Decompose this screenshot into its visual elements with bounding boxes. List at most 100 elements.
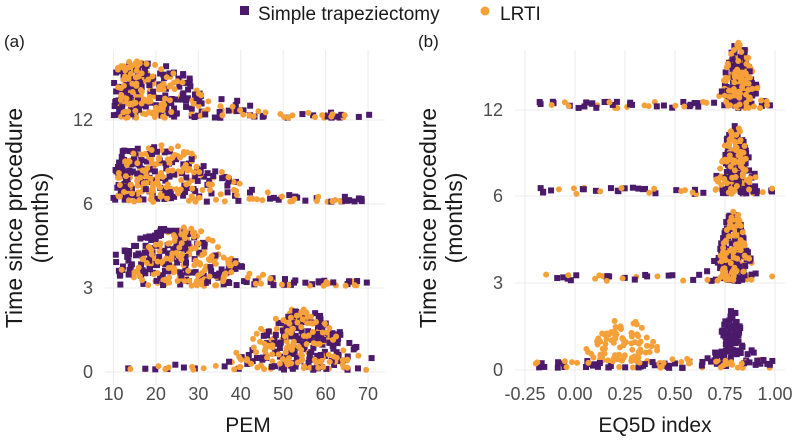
point-simple-trapeziectomy bbox=[324, 113, 331, 120]
point-simple-trapeziectomy bbox=[260, 332, 267, 339]
point-simple-trapeziectomy bbox=[713, 172, 720, 179]
point-simple-trapeziectomy bbox=[177, 281, 184, 288]
point-lrti bbox=[684, 355, 691, 362]
point-lrti bbox=[118, 91, 125, 98]
point-lrti bbox=[287, 314, 294, 321]
point-simple-trapeziectomy bbox=[727, 354, 734, 361]
point-lrti bbox=[733, 147, 740, 154]
point-lrti bbox=[143, 259, 150, 266]
point-lrti bbox=[608, 329, 615, 336]
point-simple-trapeziectomy bbox=[708, 277, 715, 284]
point-lrti bbox=[162, 366, 169, 373]
point-lrti bbox=[139, 256, 146, 263]
point-lrti bbox=[305, 332, 312, 339]
point-lrti bbox=[133, 58, 140, 65]
point-lrti bbox=[636, 347, 643, 354]
point-lrti bbox=[185, 197, 192, 204]
point-lrti bbox=[726, 93, 733, 100]
y-axis-title-b-unit: (months) bbox=[441, 173, 467, 264]
point-simple-trapeziectomy bbox=[311, 365, 318, 372]
point-simple-trapeziectomy bbox=[752, 183, 759, 190]
point-simple-trapeziectomy bbox=[306, 351, 313, 358]
point-simple-trapeziectomy bbox=[725, 146, 732, 153]
point-lrti bbox=[259, 197, 266, 204]
point-simple-trapeziectomy bbox=[167, 227, 174, 234]
point-lrti bbox=[722, 74, 729, 81]
point-simple-trapeziectomy bbox=[345, 278, 352, 285]
point-lrti bbox=[180, 148, 187, 155]
point-lrti bbox=[166, 279, 173, 286]
point-simple-trapeziectomy bbox=[170, 246, 177, 253]
point-lrti bbox=[310, 340, 317, 347]
point-lrti bbox=[628, 329, 635, 336]
point-lrti bbox=[585, 349, 592, 356]
point-simple-trapeziectomy bbox=[641, 361, 648, 368]
point-simple-trapeziectomy bbox=[140, 196, 147, 203]
point-simple-trapeziectomy bbox=[272, 331, 279, 338]
point-simple-trapeziectomy bbox=[753, 188, 760, 195]
point-lrti bbox=[158, 142, 165, 149]
point-simple-trapeziectomy bbox=[733, 261, 740, 268]
point-simple-trapeziectomy bbox=[218, 266, 225, 273]
y-tick-label: 3 bbox=[493, 273, 503, 293]
point-lrti bbox=[324, 329, 331, 336]
point-lrti bbox=[212, 196, 219, 203]
point-lrti bbox=[293, 312, 300, 319]
point-lrti bbox=[136, 273, 143, 280]
point-lrti bbox=[140, 97, 147, 104]
point-simple-trapeziectomy bbox=[113, 259, 120, 266]
point-lrti bbox=[207, 186, 214, 193]
point-lrti bbox=[342, 282, 349, 289]
x-tick-label: 30 bbox=[188, 384, 208, 404]
point-lrti bbox=[604, 357, 611, 364]
point-lrti bbox=[300, 332, 307, 339]
point-simple-trapeziectomy bbox=[766, 361, 773, 368]
point-simple-trapeziectomy bbox=[601, 98, 608, 105]
legend-marker-lrti bbox=[480, 6, 490, 16]
point-lrti bbox=[678, 188, 685, 195]
point-simple-trapeziectomy bbox=[738, 250, 745, 257]
point-simple-trapeziectomy bbox=[111, 80, 118, 87]
point-lrti bbox=[738, 48, 745, 55]
point-lrti bbox=[734, 66, 741, 73]
point-simple-trapeziectomy bbox=[210, 173, 217, 180]
point-simple-trapeziectomy bbox=[204, 170, 211, 177]
point-lrti bbox=[716, 175, 723, 182]
point-lrti bbox=[731, 79, 738, 86]
point-lrti bbox=[122, 73, 129, 80]
point-simple-trapeziectomy bbox=[138, 261, 145, 268]
point-simple-trapeziectomy bbox=[735, 277, 742, 284]
point-simple-trapeziectomy bbox=[567, 277, 574, 284]
point-lrti bbox=[619, 275, 626, 282]
point-simple-trapeziectomy bbox=[119, 104, 126, 111]
point-simple-trapeziectomy bbox=[202, 111, 209, 118]
point-lrti bbox=[117, 97, 124, 104]
point-simple-trapeziectomy bbox=[213, 271, 220, 278]
point-lrti bbox=[727, 163, 734, 170]
point-simple-trapeziectomy bbox=[704, 355, 711, 362]
point-simple-trapeziectomy bbox=[315, 313, 322, 320]
point-simple-trapeziectomy bbox=[726, 98, 733, 105]
point-lrti bbox=[565, 272, 572, 279]
point-lrti bbox=[303, 341, 310, 348]
point-lrti bbox=[122, 173, 129, 180]
point-lrti bbox=[273, 325, 280, 332]
point-simple-trapeziectomy bbox=[125, 271, 132, 278]
point-simple-trapeziectomy bbox=[136, 170, 143, 177]
point-lrti bbox=[136, 197, 143, 204]
point-simple-trapeziectomy bbox=[725, 329, 732, 336]
point-simple-trapeziectomy bbox=[307, 336, 314, 343]
point-simple-trapeziectomy bbox=[719, 327, 726, 334]
point-lrti bbox=[160, 113, 167, 120]
point-simple-trapeziectomy bbox=[330, 279, 337, 286]
point-lrti bbox=[739, 173, 746, 180]
point-simple-trapeziectomy bbox=[180, 90, 187, 97]
point-simple-trapeziectomy bbox=[152, 236, 159, 243]
point-simple-trapeziectomy bbox=[243, 279, 250, 286]
point-lrti bbox=[174, 143, 181, 150]
point-simple-trapeziectomy bbox=[146, 257, 153, 264]
point-lrti bbox=[344, 356, 351, 363]
point-simple-trapeziectomy bbox=[219, 175, 226, 182]
point-simple-trapeziectomy bbox=[124, 253, 131, 260]
point-lrti bbox=[317, 358, 324, 365]
